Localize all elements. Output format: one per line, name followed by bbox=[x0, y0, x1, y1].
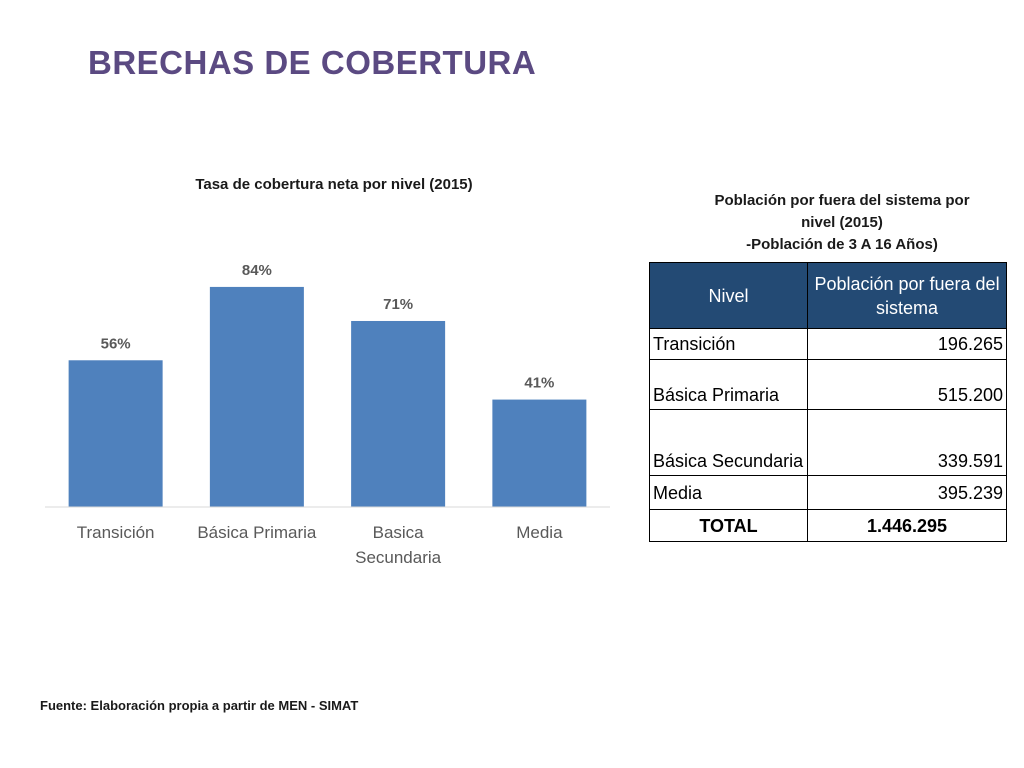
chart-title: Tasa de cobertura neta por nivel (2015) bbox=[195, 176, 473, 193]
total-value: 1.446.295 bbox=[807, 509, 1007, 542]
tick-label-2: Básica Primaria bbox=[197, 523, 317, 542]
table-total-row: TOTAL 1.446.295 bbox=[649, 509, 1007, 542]
data-label-4: 41% bbox=[524, 375, 554, 392]
row-poblacion: 339.591 bbox=[807, 409, 1007, 476]
bar-4 bbox=[492, 399, 587, 507]
data-label-1: 56% bbox=[101, 335, 131, 352]
tick-label-4: Media bbox=[516, 523, 563, 542]
table-header-row: Nivel Población por fuera del sistema bbox=[649, 262, 1007, 329]
data-label-2: 84% bbox=[242, 262, 272, 279]
row-nivel: Media bbox=[649, 475, 808, 510]
table-row: Básica Secundaria 339.591 bbox=[649, 409, 1007, 476]
bar-2 bbox=[209, 286, 304, 507]
table-row: Media 395.239 bbox=[649, 475, 1007, 510]
table-row: Transición 196.265 bbox=[649, 328, 1007, 360]
table-row: Básica Primaria 515.200 bbox=[649, 359, 1007, 410]
row-poblacion: 196.265 bbox=[807, 328, 1007, 360]
tick-label-3-line-2: Secundaria bbox=[355, 548, 442, 567]
total-label: TOTAL bbox=[649, 509, 808, 542]
header-poblacion: Población por fuera del sistema bbox=[807, 262, 1007, 329]
row-poblacion: 395.239 bbox=[807, 475, 1007, 510]
row-nivel: Transición bbox=[649, 328, 808, 360]
row-nivel: Básica Secundaria bbox=[649, 409, 808, 476]
slide-title: BRECHAS DE COBERTURA bbox=[88, 44, 537, 81]
tick-label-1: Transición bbox=[77, 523, 155, 542]
table-caption-line-1: Población por fuera del sistema por bbox=[714, 192, 970, 209]
population-table: Nivel Población por fuera del sistema Tr… bbox=[649, 262, 1007, 542]
table-caption: Población por fuera del sistema por nive… bbox=[672, 190, 1012, 256]
row-poblacion: 515.200 bbox=[807, 359, 1007, 410]
bar-chart: 56% Transición 84% Básica Primaria 71% Basica… bbox=[45, 262, 610, 567]
row-nivel: Básica Primaria bbox=[649, 359, 808, 410]
source-note: Fuente: Elaboración propia a partir de M… bbox=[40, 698, 359, 713]
bar-3 bbox=[351, 320, 446, 507]
header-nivel: Nivel bbox=[649, 262, 808, 329]
tick-label-3-line-1: Basica bbox=[373, 523, 425, 542]
bar-1 bbox=[68, 360, 163, 507]
table-caption-line-3: -Población de 3 A 16 Años) bbox=[746, 236, 938, 253]
data-label-3: 71% bbox=[383, 296, 413, 313]
table-caption-line-2: nivel (2015) bbox=[801, 214, 883, 231]
